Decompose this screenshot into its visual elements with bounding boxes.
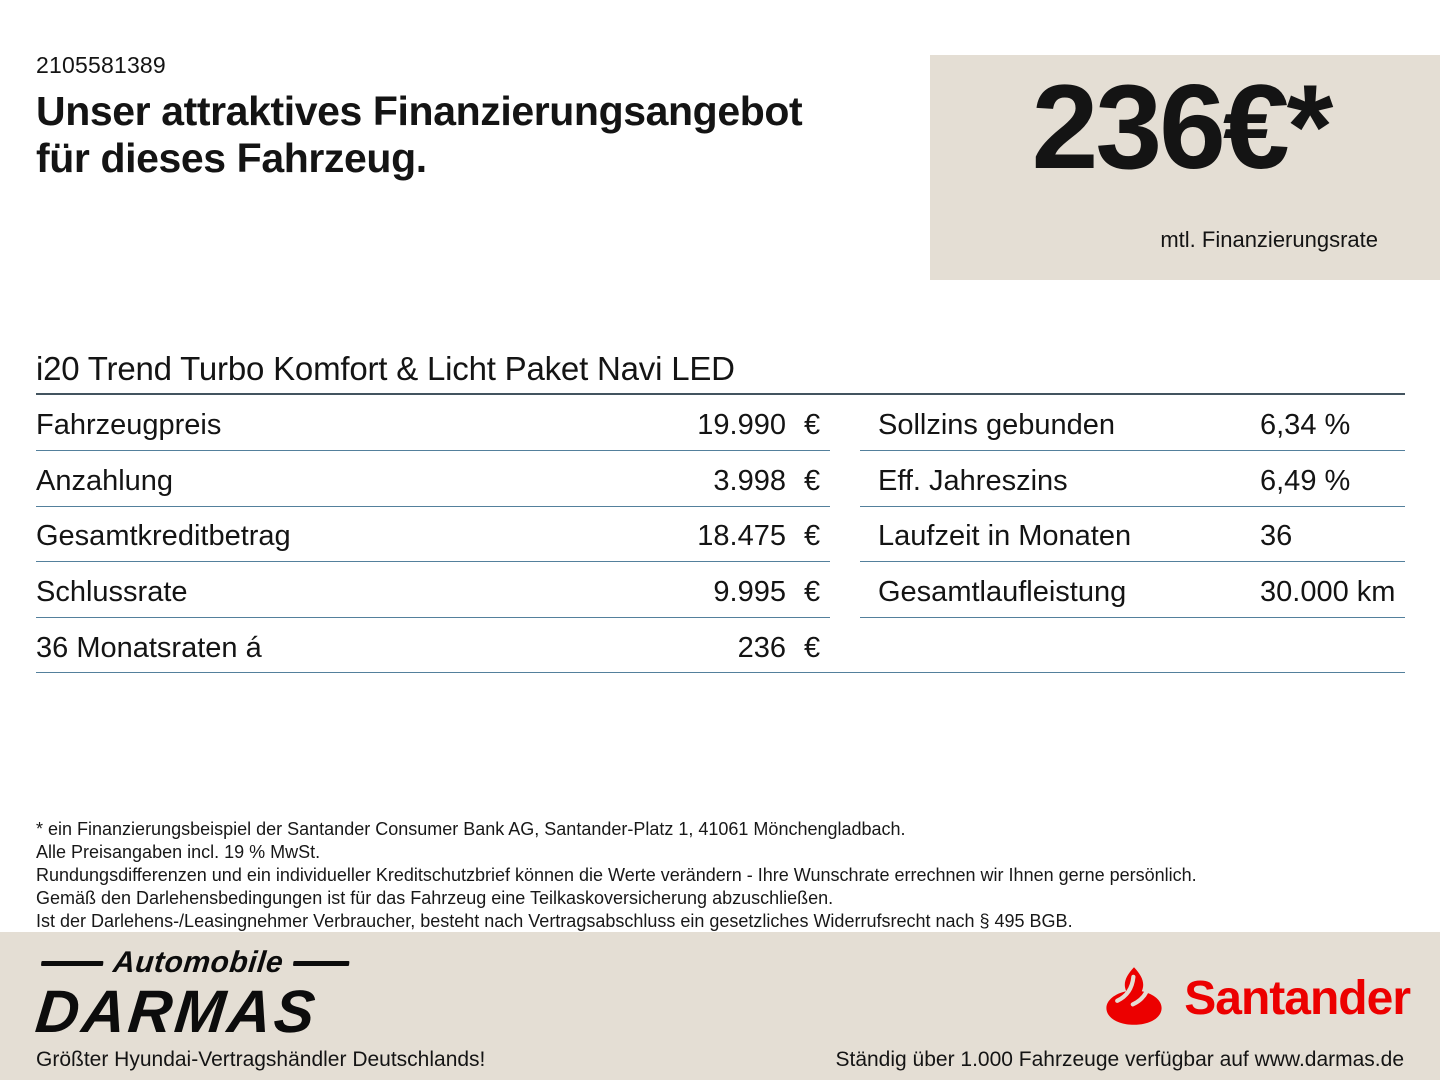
- row-value: 18.475: [697, 520, 786, 553]
- santander-logo: Santander: [1097, 966, 1411, 1031]
- row-label: Anzahlung: [36, 464, 174, 497]
- table-row: Sollzins gebunden 6,34 %: [860, 396, 1405, 452]
- darmas-logo: Automobile DARMAS: [32, 946, 351, 1045]
- title-divider: [36, 393, 1405, 395]
- row-unit: €: [804, 464, 821, 497]
- row-value: 6,49 %: [1260, 464, 1351, 497]
- table-bottom-divider: [36, 671, 1405, 673]
- table-row: [860, 618, 1405, 673]
- financing-table-right: Sollzins gebunden 6,34 % Eff. Jahreszins…: [860, 396, 1405, 673]
- row-value: 3.998: [713, 464, 786, 497]
- disclaimer-line: Ist der Darlehens-/Leasingnehmer Verbrau…: [36, 911, 1073, 931]
- row-label: Eff. Jahreszins: [878, 464, 1068, 497]
- table-row: Anzahlung 3.998 €: [36, 451, 830, 507]
- row-value: 9.995: [713, 575, 786, 608]
- financing-table-left: Fahrzeugpreis 19.990 € Anzahlung 3.998 €…: [36, 396, 830, 673]
- row-value: 36: [1260, 520, 1293, 553]
- row-unit: €: [804, 520, 821, 553]
- headline-line1: Unser attraktives Finanzierungsangebot: [36, 88, 803, 134]
- row-label: Schlussrate: [36, 575, 188, 608]
- table-row: 36 Monatsraten á 236 €: [36, 618, 830, 673]
- vehicle-title: i20 Trend Turbo Komfort & Licht Paket Na…: [36, 350, 735, 387]
- santander-wordmark: Santander: [1184, 972, 1411, 1025]
- table-row: Gesamtkreditbetrag 18.475 €: [36, 507, 830, 563]
- monthly-rate-value: 236€*: [1031, 60, 1334, 194]
- row-value: 6,34 %: [1260, 409, 1351, 442]
- row-label: Sollzins gebunden: [878, 409, 1116, 442]
- row-label: Gesamtlaufleistung: [878, 575, 1127, 608]
- row-label: Gesamtkreditbetrag: [36, 520, 291, 553]
- row-value: 19.990: [697, 409, 786, 442]
- row-label: 36 Monatsraten á: [36, 631, 262, 664]
- page-title: Unser attraktives Finanzierungsangebot f…: [36, 88, 936, 182]
- footer: Automobile DARMAS Santander Größter Hyun…: [0, 932, 1440, 1080]
- disclaimer: * ein Finanzierungsbeispiel der Santande…: [36, 818, 1197, 933]
- availability-tagline: Ständig über 1.000 Fahrzeuge verfügbar a…: [835, 1048, 1404, 1071]
- disclaimer-line: Rundungsdifferenzen und ein individuelle…: [36, 865, 1197, 885]
- table-row: Eff. Jahreszins 6,49 %: [860, 451, 1405, 507]
- darmas-automobile-label: Automobile: [111, 946, 286, 979]
- table-row: Laufzeit in Monaten 36: [860, 507, 1405, 563]
- row-label: Fahrzeugpreis: [36, 409, 222, 442]
- table-row: Gesamtlaufleistung 30.000 km: [860, 562, 1405, 618]
- row-unit: €: [804, 409, 821, 442]
- row-value: 30.000 km: [1260, 575, 1396, 608]
- monthly-rate-box: 236€* mtl. Finanzierungsrate: [930, 55, 1440, 280]
- headline-line2: für dieses Fahrzeug.: [36, 135, 427, 181]
- santander-flame-icon: [1097, 966, 1171, 1031]
- darmas-wordmark: DARMAS: [32, 978, 322, 1045]
- row-label: Laufzeit in Monaten: [878, 520, 1132, 553]
- dealer-tagline: Größter Hyundai-Vertragshändler Deutschl…: [36, 1048, 486, 1071]
- darmas-logo-top: Automobile: [39, 946, 351, 980]
- row-value: 236: [737, 631, 786, 664]
- disclaimer-line: Gemäß den Darlehensbedingungen ist für d…: [36, 888, 834, 908]
- monthly-rate-caption: mtl. Finanzierungsrate: [1160, 227, 1378, 252]
- disclaimer-line: Alle Preisangaben incl. 19 % MwSt.: [36, 842, 321, 862]
- vehicle-id: 2105581389: [36, 52, 166, 78]
- darmas-left-bar: [41, 960, 104, 966]
- row-unit: €: [804, 631, 821, 664]
- darmas-right-bar: [293, 960, 350, 966]
- disclaimer-line: * ein Finanzierungsbeispiel der Santande…: [36, 819, 906, 839]
- table-row: Schlussrate 9.995 €: [36, 562, 830, 618]
- table-row: Fahrzeugpreis 19.990 €: [36, 396, 830, 452]
- row-unit: €: [804, 575, 821, 608]
